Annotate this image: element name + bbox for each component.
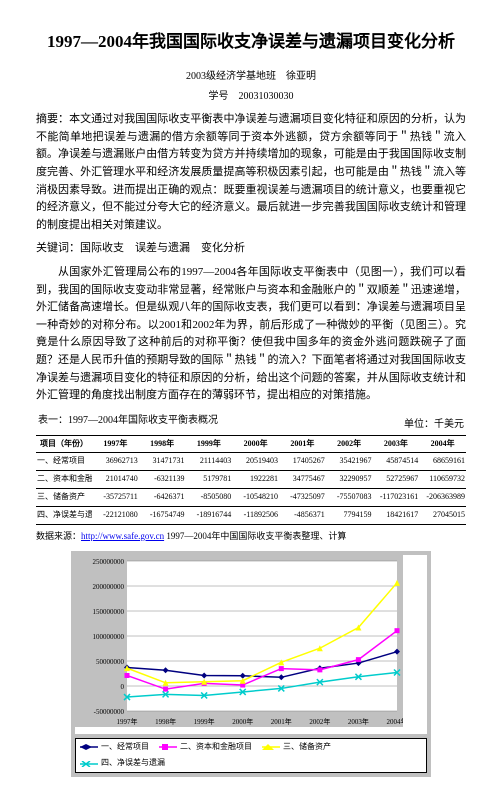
table-header-cell: 项目（年份） (36, 435, 92, 453)
legend-item: 四、净误差与遗漏 (80, 757, 165, 770)
table-cell: -75507083 (326, 489, 373, 507)
table-cell: 36962713 (92, 453, 139, 471)
table-cell: 45874514 (373, 453, 420, 471)
svg-text:150000000: 150000000 (93, 608, 125, 616)
source-suffix: 1997—2004年中国国际收支平衡表整理、计算 (164, 531, 346, 541)
table-cell: -16754749 (139, 506, 186, 524)
page-title: 1997—2004年我国国际收支净误差与遗漏项目变化分析 (36, 28, 466, 55)
table-cell: 20519403 (232, 453, 279, 471)
keywords-text: 国际收支 误差与遗漏 变化分析 (80, 242, 245, 254)
table-cell: 17405267 (279, 453, 326, 471)
table-row: 二、资本和金融项目21014740-6321139517978119222813… (36, 471, 466, 489)
table-cell: 110659732 (419, 471, 466, 489)
table-cell: -6426371 (139, 489, 186, 507)
table-cell: -6321139 (139, 471, 186, 489)
table-header-cell: 2003年 (373, 435, 420, 453)
table-cell: -22121080 (92, 506, 139, 524)
table-cell: 31471731 (139, 453, 186, 471)
table-header-cell: 2001年 (279, 435, 326, 453)
table-cell: -8505080 (186, 489, 233, 507)
svg-text:1999年: 1999年 (194, 717, 215, 726)
table-cell: 35421967 (326, 453, 373, 471)
svg-text:0: 0 (121, 683, 125, 691)
table-cell: 四、净误差与遗漏 (36, 506, 92, 524)
table-header-cell: 2000年 (232, 435, 279, 453)
table-cell: -35725711 (92, 489, 139, 507)
keywords-label: 关键词： (36, 242, 80, 254)
table-header-cell: 1999年 (186, 435, 233, 453)
table-cell: -10548210 (232, 489, 279, 507)
table-cell: 52725967 (373, 471, 420, 489)
legend-item: 三、储备资产 (262, 741, 331, 754)
table-cell: -11892506 (232, 506, 279, 524)
chart-legend: 一、经常项目二、资本和金融项目三、储备资产四、净误差与遗漏 (75, 738, 427, 774)
table-cell: 34775467 (279, 471, 326, 489)
abstract: 摘要：本文通过对我国国际收支平衡表中净误差与遗漏项目变化特征和原因的分析，认为不… (36, 111, 466, 234)
balance-table: 项目（年份）1997年1998年1999年2000年2001年2002年2003… (36, 435, 466, 525)
svg-text:1997年: 1997年 (117, 717, 138, 726)
table-cell: 二、资本和金融项目 (36, 471, 92, 489)
svg-text:100000000: 100000000 (93, 633, 125, 641)
class-info: 2003级经济学基地班 徐亚明 (36, 69, 466, 85)
source-prefix: 数据来源： (36, 531, 81, 541)
table-cell: 18421617 (373, 506, 420, 524)
source-link[interactable]: http://www.safe.gov.cn (81, 531, 164, 541)
svg-text:200000000: 200000000 (93, 583, 125, 591)
table-cell: 32290957 (326, 471, 373, 489)
svg-text:1998年: 1998年 (155, 717, 176, 726)
svg-text:2004年: 2004年 (387, 717, 404, 726)
legend-item: 二、资本和金融项目 (159, 741, 252, 754)
abstract-text: 本文通过对我国国际收支平衡表中净误差与遗漏项目变化特征和原因的分析，认为不能简单… (36, 113, 466, 231)
svg-text:-50000000: -50000000 (94, 708, 125, 716)
table-cell: -206363989 (419, 489, 466, 507)
table-cell: 21014740 (92, 471, 139, 489)
body-paragraph: 从国家外汇管理局公布的1997—2004各年国际收支平衡表中（见图一），我们可以… (36, 264, 466, 405)
table-header-cell: 1998年 (139, 435, 186, 453)
student-id: 学号 20031030030 (36, 89, 466, 105)
table-cell: -117023161 (373, 489, 420, 507)
table-cell: 一、经常项目 (36, 453, 92, 471)
table-cell: 21114403 (186, 453, 233, 471)
table-cell: 7794159 (326, 506, 373, 524)
abstract-label: 摘要： (36, 113, 69, 125)
svg-text:50000000: 50000000 (96, 658, 125, 666)
legend-item: 一、经常项目 (80, 741, 149, 754)
table-cell: 三、储备资产 (36, 489, 92, 507)
table-row: 一、经常项目3696271331471731211144032051940317… (36, 453, 466, 471)
table-cell: -4856371 (279, 506, 326, 524)
table-cell: 68659161 (419, 453, 466, 471)
table-row: 四、净误差与遗漏-22121080-16754749-18916744-1189… (36, 506, 466, 524)
table-cell: 1922281 (232, 471, 279, 489)
table-cell: 5179781 (186, 471, 233, 489)
data-source: 数据来源：http://www.safe.gov.cn 1997—2004年中国… (36, 529, 466, 543)
svg-text:2000年: 2000年 (232, 717, 253, 726)
table-header-cell: 2004年 (419, 435, 466, 453)
svg-text:2002年: 2002年 (309, 717, 330, 726)
line-chart: -50000000 0 50000000 100000000 150000000 2000… (71, 551, 431, 777)
table-cell: 27045015 (419, 506, 466, 524)
svg-text:2003年: 2003年 (348, 717, 369, 726)
table-header-cell: 1997年 (92, 435, 139, 453)
table-cell: -18916744 (186, 506, 233, 524)
table-row: 三、储备资产-35725711-6426371-8505080-10548210… (36, 489, 466, 507)
table-cell: -47325097 (279, 489, 326, 507)
svg-text:2001年: 2001年 (271, 717, 292, 726)
keywords: 关键词：国际收支 误差与遗漏 变化分析 (36, 240, 466, 258)
table-header-cell: 2002年 (326, 435, 373, 453)
svg-text:250000000: 250000000 (93, 558, 125, 566)
